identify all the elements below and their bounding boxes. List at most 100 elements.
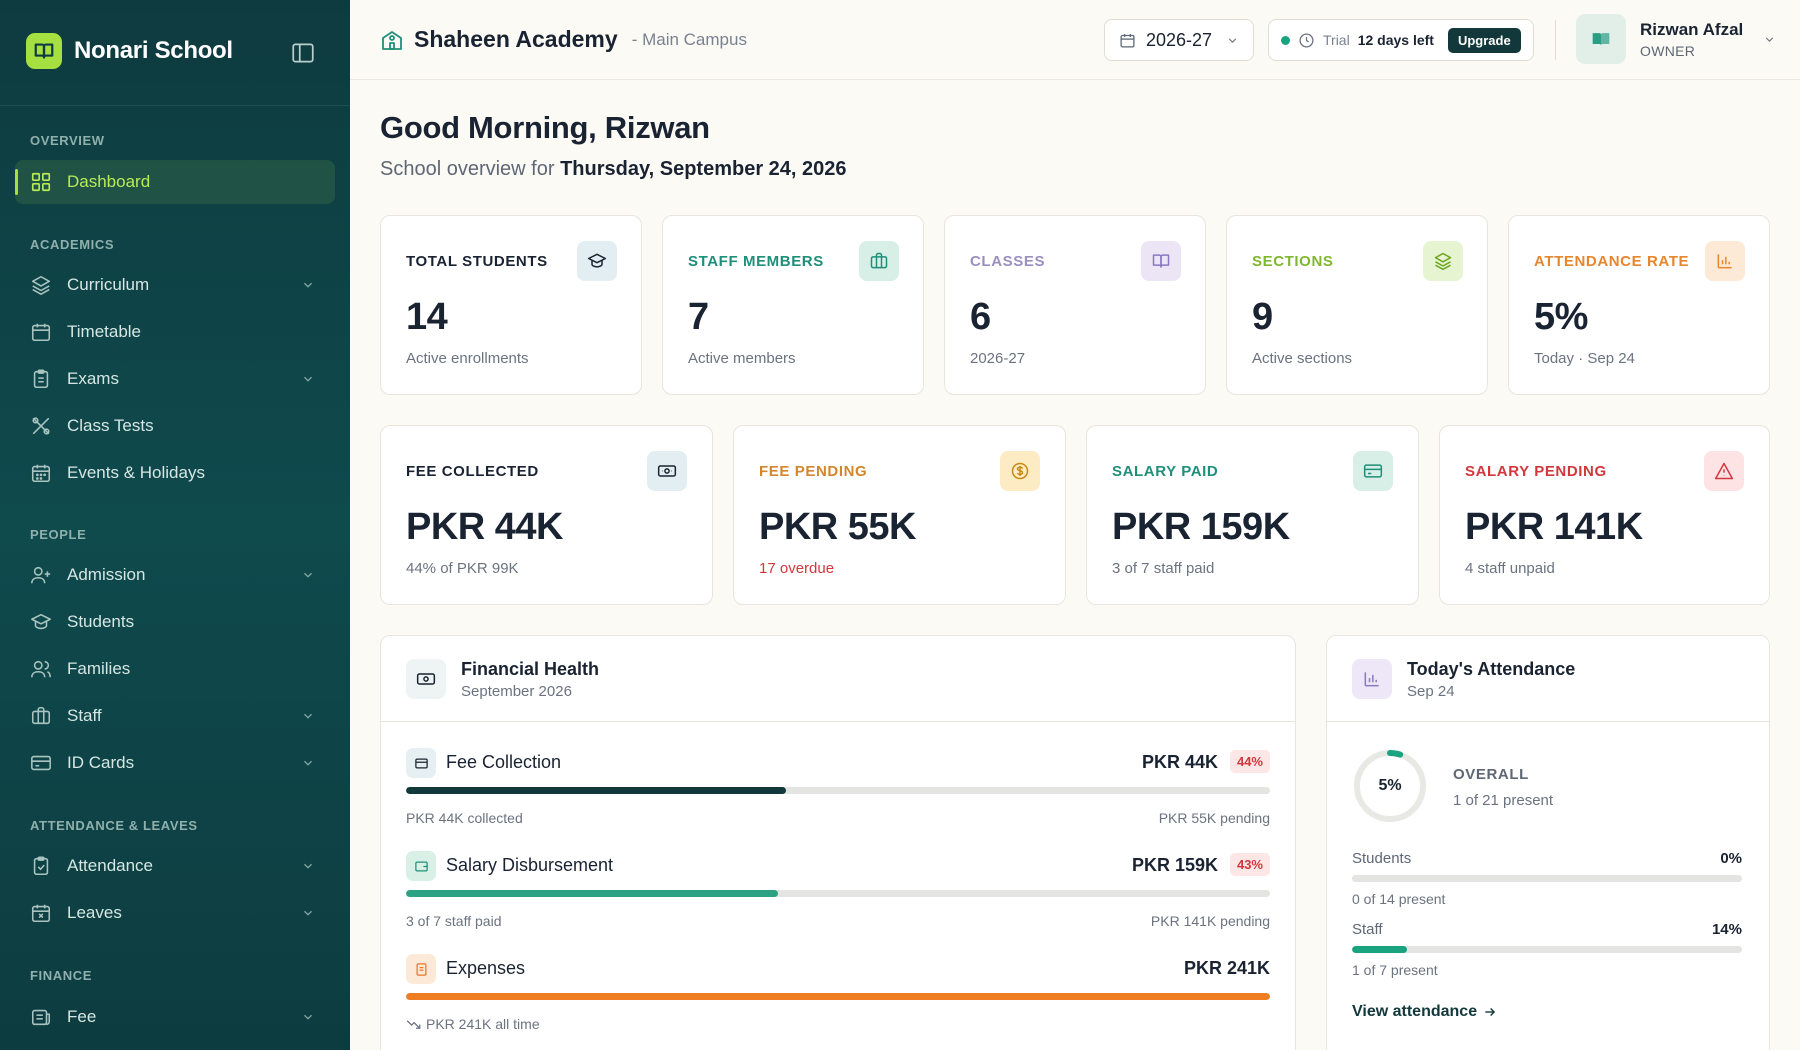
subtitle-prefix: School overview for — [380, 158, 555, 180]
academic-year-select[interactable]: 2026-27 — [1104, 19, 1254, 61]
sidebar-item-events-holidays[interactable]: Events & Holidays — [15, 451, 335, 495]
row-percent: 14% — [1711, 921, 1742, 938]
academic-year-value: 2026-27 — [1146, 29, 1213, 50]
user-menu[interactable]: Rizwan Afzal OWNER — [1576, 14, 1776, 64]
card-icon — [406, 748, 436, 778]
bar-chart-icon — [1352, 659, 1392, 699]
sidebar-item-students[interactable]: Students — [15, 600, 335, 644]
sidebar-item-label: Exams — [67, 369, 119, 388]
sidebar-item-staff[interactable]: Staff — [15, 694, 335, 738]
sidebar-item-label: Leaves — [67, 903, 122, 922]
sidebar-item-families[interactable]: Families — [15, 647, 335, 691]
row-amount: PKR 44K — [1141, 752, 1218, 772]
sidebar-item-curriculum[interactable]: Curriculum — [15, 263, 335, 307]
header-divider — [1555, 20, 1556, 60]
user-role: OWNER — [1640, 42, 1696, 59]
row-right-note: PKR 141K pending — [1150, 913, 1270, 929]
sidebar: Nonari School OVERVIEW Dashboard ACADEMI… — [0, 0, 350, 1050]
stat-card-attendance-rate[interactable]: ATTENDANCE RATE 5% Today · Sep 24 — [1508, 215, 1770, 395]
sidebar-item-label: Events & Holidays — [67, 463, 205, 482]
stat-value: 6 — [970, 296, 991, 338]
row-right-note: PKR 55K pending — [1158, 810, 1270, 826]
view-attendance-label: View attendance — [1352, 1003, 1478, 1020]
dollar-coin-icon — [1000, 451, 1040, 491]
overall-attendance-ring: 5% — [1352, 748, 1428, 824]
stat-card-salary-paid[interactable]: SALARY PAID PKR 159K 3 of 7 staff paid — [1086, 425, 1419, 605]
stat-note: Active members — [688, 350, 796, 367]
sidebar-item-label: Timetable — [67, 322, 142, 341]
row-percent: 0% — [1720, 850, 1742, 867]
stat-note: Active sections — [1252, 350, 1353, 367]
sidebar-item-id-cards[interactable]: ID Cards — [15, 741, 335, 785]
arrow-right-icon — [1485, 1008, 1496, 1016]
receipt-icon — [406, 954, 436, 984]
stat-card-fee-pending[interactable]: FEE PENDING PKR 55K 17 overdue — [733, 425, 1066, 605]
trial-status: Trial 12 days left Upgrade — [1268, 19, 1534, 61]
sidebar-item-admission[interactable]: Admission — [15, 553, 335, 597]
panel-subtitle: Sep 24 — [1407, 683, 1455, 700]
sidebar-item-label: Dashboard — [67, 172, 151, 191]
sidebar-item-timetable[interactable]: Timetable — [15, 310, 335, 354]
percent-badge: 44% — [1229, 750, 1270, 773]
progress-fill — [406, 787, 787, 794]
progress-track — [406, 787, 1270, 794]
stat-value: PKR 55K — [759, 506, 917, 548]
school-switcher[interactable]: Shaheen Academy - Main Campus — [380, 26, 747, 53]
stat-note: 2026-27 — [970, 350, 1026, 367]
section-finance: FINANCE — [30, 968, 92, 983]
stat-card-sections[interactable]: SECTIONS 9 Active sections — [1226, 215, 1488, 395]
avatar — [1576, 14, 1626, 64]
brand[interactable]: Nonari School — [26, 33, 233, 69]
chevron-down-icon — [1226, 34, 1239, 47]
id-card-icon — [30, 752, 52, 774]
sidebar-item-fee[interactable]: Fee — [15, 995, 335, 1039]
current-date: Thursday, September 24, 2026 — [560, 158, 847, 180]
stat-value: 9 — [1252, 296, 1273, 338]
page-title: Good Morning, Rizwan — [380, 110, 710, 145]
progress-track — [1352, 875, 1742, 882]
stat-card-fee-collected[interactable]: FEE COLLECTED PKR 44K 44% of PKR 99K — [380, 425, 713, 605]
trending-down-icon — [406, 1020, 421, 1029]
sidebar-item-attendance[interactable]: Attendance — [15, 844, 335, 888]
trial-label: Trial — [1323, 32, 1350, 48]
stat-note: 4 staff unpaid — [1465, 560, 1555, 577]
sidebar-item-label: Class Tests — [67, 416, 154, 435]
sidebar-item-leaves[interactable]: Leaves — [15, 891, 335, 935]
brand-name: Nonari School — [74, 37, 233, 64]
layers-icon — [1423, 241, 1463, 281]
chevron-down-icon — [301, 568, 315, 582]
sidebar-toggle-icon[interactable] — [290, 40, 316, 66]
row-subtext: 0 of 14 present — [1352, 891, 1446, 907]
stat-label: FEE PENDING — [759, 463, 868, 480]
progress-fill — [406, 890, 778, 897]
panel-header: Today's Attendance Sep 24 — [1327, 636, 1769, 722]
stat-value: PKR 141K — [1465, 506, 1643, 548]
stat-value: PKR 44K — [406, 506, 564, 548]
stat-label: SECTIONS — [1252, 253, 1334, 270]
stat-card-classes[interactable]: CLASSES 6 2026-27 — [944, 215, 1206, 395]
school-name: Shaheen Academy — [414, 26, 618, 52]
stat-card-total-students[interactable]: TOTAL STUDENTS 14 Active enrollments — [380, 215, 642, 395]
sidebar-item-label: Curriculum — [67, 275, 150, 294]
view-attendance-link[interactable]: View attendance — [1352, 1003, 1497, 1021]
stat-card-staff-members[interactable]: STAFF MEMBERS 7 Active members — [662, 215, 924, 395]
bar-chart-icon — [1705, 241, 1745, 281]
campus-name: - Main Campus — [631, 29, 747, 49]
calendar-x-icon — [30, 902, 52, 924]
sidebar-item-exams[interactable]: Exams — [15, 357, 335, 401]
stat-card-salary-pending[interactable]: SALARY PENDING PKR 141K 4 staff unpaid — [1439, 425, 1770, 605]
sidebar-item-dashboard[interactable]: Dashboard — [15, 160, 335, 204]
sidebar-item-label: Attendance — [67, 856, 154, 875]
stat-label: CLASSES — [970, 253, 1046, 270]
sidebar-item-class-tests[interactable]: Class Tests — [15, 404, 335, 448]
row-left-note: 3 of 7 staff paid — [406, 913, 502, 929]
sidebar-item-label: Staff — [67, 706, 102, 725]
top-header: Shaheen Academy - Main Campus 2026-27 Tr… — [350, 0, 1800, 80]
stat-label: STAFF MEMBERS — [688, 253, 824, 270]
stat-label: SALARY PAID — [1112, 463, 1219, 480]
upgrade-button[interactable]: Upgrade — [1447, 27, 1521, 53]
progress-track — [406, 993, 1270, 1000]
stat-value: PKR 159K — [1112, 506, 1290, 548]
row-left-note: PKR 44K collected — [406, 810, 523, 826]
progress-track — [1352, 946, 1742, 953]
